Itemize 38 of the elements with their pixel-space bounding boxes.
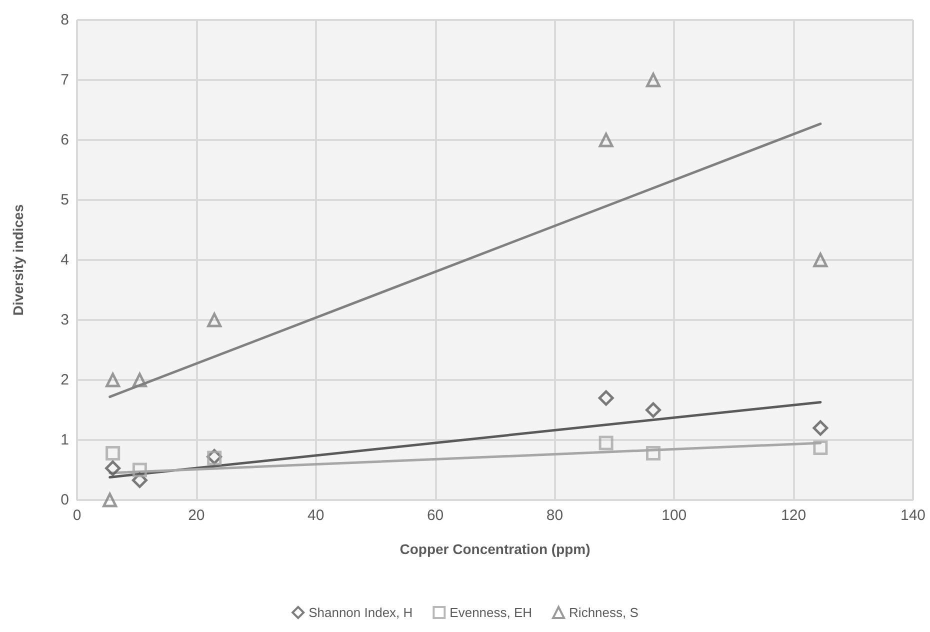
x-tick-label: 20: [188, 507, 205, 524]
legend-label: Richness, S: [569, 605, 639, 620]
point: [132, 462, 147, 478]
x-tick-label: 100: [662, 507, 687, 524]
point: [207, 312, 222, 328]
legend-label: Shannon Index, H: [308, 605, 413, 620]
point: [102, 492, 118, 508]
point: [813, 440, 828, 456]
x-tick-label: 0: [72, 507, 82, 524]
x-tick-label: 40: [308, 507, 324, 524]
y-tick-label: 7: [60, 72, 69, 88]
point: [598, 390, 614, 406]
x-axis-title: Copper Concentration (ppm): [400, 541, 590, 557]
x-tick-label: 140: [900, 507, 926, 524]
y-tick-label: 8: [60, 12, 69, 28]
y-tick-label: 4: [60, 252, 69, 268]
y-tick-label: 6: [60, 132, 69, 148]
legend-label: Evenness, EH: [450, 605, 532, 620]
point: [106, 446, 120, 460]
point: [813, 252, 828, 268]
y-axis-title: Diversity indices: [10, 204, 26, 316]
point: [105, 460, 121, 476]
point: [812, 420, 828, 436]
point: [598, 132, 614, 148]
x-tick-label: 80: [546, 507, 564, 524]
y-tick-label: 2: [60, 372, 69, 388]
x-tick-label: 60: [426, 507, 444, 524]
point: [132, 372, 147, 388]
y-tick-label: 3: [60, 312, 69, 328]
point: [646, 446, 660, 460]
x-tick-label: 120: [781, 507, 806, 524]
y-tick-label: 0: [60, 492, 69, 508]
y-tick-label: 1: [60, 432, 69, 448]
point: [646, 72, 660, 88]
point: [598, 436, 614, 450]
point: [645, 402, 661, 418]
point: [106, 372, 120, 388]
y-tick-label: 5: [60, 192, 69, 208]
